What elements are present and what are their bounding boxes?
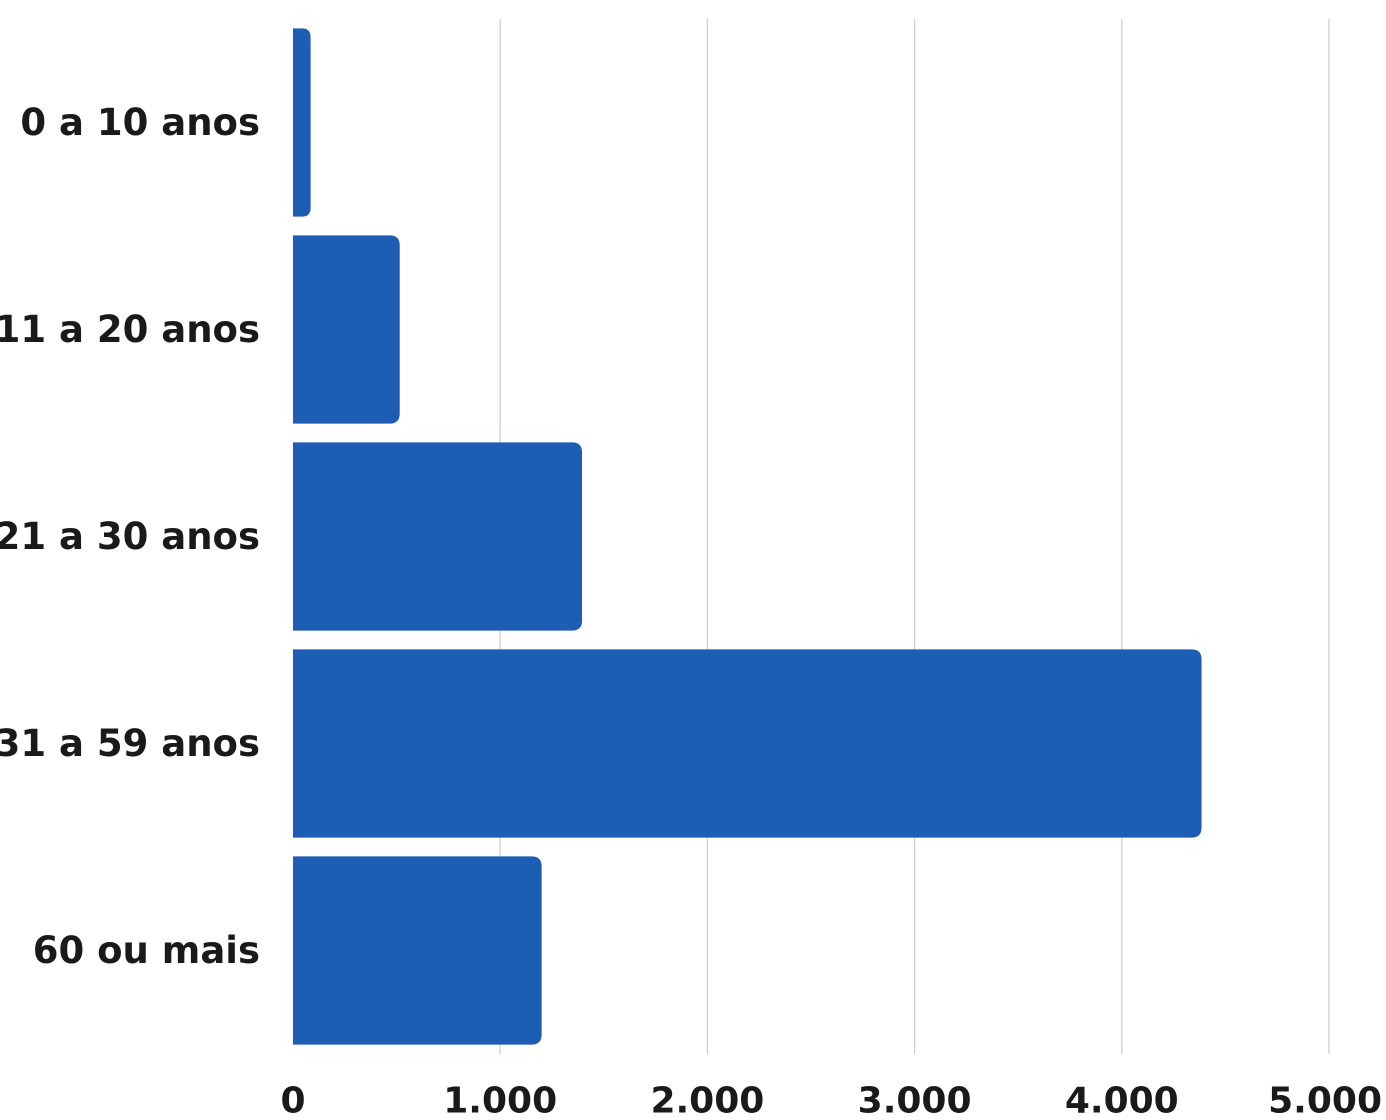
category-label: 60 ou mais [33, 929, 260, 972]
category-label: 11 a 20 anos [0, 308, 260, 351]
bar [293, 442, 583, 631]
x-tick-label: 1.000 [443, 1081, 557, 1120]
category-labels: 0 a 10 anos 11 a 20 anos 21 a 30 anos 31 a … [0, 101, 260, 972]
x-tick-labels: 0 1.000 2.000 3.000 4.000 5.000 [280, 1081, 1382, 1120]
category-label: 31 a 59 anos [0, 722, 260, 765]
x-tick-label: 5.000 [1268, 1081, 1382, 1120]
category-label: 21 a 30 anos [0, 515, 260, 558]
bar [293, 28, 311, 217]
bar [293, 649, 1202, 838]
x-tick-label: 4.000 [1065, 1081, 1179, 1120]
bars [293, 28, 1202, 1045]
gridlines [499, 19, 1330, 1054]
x-tick-label: 2.000 [650, 1081, 764, 1120]
category-label: 0 a 10 anos [20, 101, 260, 144]
x-tick-label: 0 [280, 1081, 305, 1120]
bar [293, 235, 400, 424]
x-tick-label: 3.000 [858, 1081, 972, 1120]
bar [293, 856, 542, 1045]
